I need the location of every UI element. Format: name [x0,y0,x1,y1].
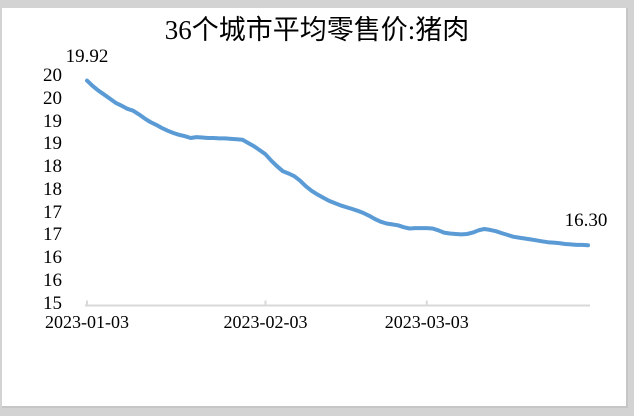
first-point-value-label: 19.92 [65,45,109,67]
y-axis-label: 18 [43,178,62,200]
price-line-series [85,78,590,248]
x-axis-label: 2023-02-03 [223,312,308,332]
y-axis-label: 16 [43,247,62,268]
y-axis-label: 20 [43,87,62,109]
y-axis-label: 18 [43,156,62,177]
y-axis-label: 17 [43,201,62,223]
x-axis-ticks [86,300,428,306]
last-point-value-label: 16.30 [564,210,608,232]
chart-title: 36个城市平均零售价:猪肉 [164,15,470,45]
x-axis-label: 2023-01-03 [45,312,129,332]
y-axis-label: 20 [43,65,62,86]
x-axis-label: 2023-03-03 [384,312,469,332]
y-axis-label: 19 [43,133,62,155]
y-axis-label: 17 [43,224,62,246]
y-axis-label: 19 [43,110,62,132]
chart-panel [2,8,628,408]
y-axis-label: 15 [43,292,62,314]
y-axis-label: 16 [43,269,62,291]
